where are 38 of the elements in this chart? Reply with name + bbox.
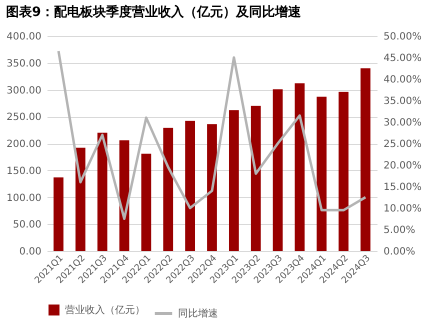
y2-tick-label: 5.00% <box>384 225 416 236</box>
y2-tick-label: 30.00% <box>384 118 422 128</box>
bar <box>163 128 174 251</box>
bar <box>294 83 305 251</box>
y-tick-label: 100.00 <box>6 192 42 204</box>
y2-tick-label: 20.00% <box>384 160 422 172</box>
bar <box>316 96 327 251</box>
y2-tick-label: 40.00% <box>384 74 422 86</box>
y2-tick-label: 45.00% <box>384 53 422 64</box>
y-tick-label: 300.00 <box>6 85 42 96</box>
line-series <box>57 50 367 220</box>
y2-tick-label: 15.00% <box>384 182 422 193</box>
bar <box>338 92 348 251</box>
y-tick-label: 400.00 <box>6 32 42 42</box>
chart-title: 图表9：配电板块季度营业收入（亿元）及同比增速 <box>6 4 302 20</box>
bar <box>272 89 283 251</box>
y-tick-label: 250.00 <box>6 112 42 124</box>
legend-label: 同比增速 <box>178 308 218 320</box>
bar <box>97 132 108 251</box>
y-tick-label: 200.00 <box>6 139 42 150</box>
bar <box>207 124 217 251</box>
y-tick-label: 350.00 <box>6 58 42 70</box>
y2-tick-label: 10.00% <box>384 204 422 214</box>
bar <box>76 148 86 251</box>
y-tick-label: 0.00 <box>19 246 42 258</box>
bar <box>360 68 370 251</box>
bar <box>228 110 239 251</box>
y2-tick-label: 25.00% <box>384 139 422 150</box>
bar <box>141 154 152 251</box>
y-tick-label: 150.00 <box>6 166 42 177</box>
bar <box>54 177 64 251</box>
y2-tick-label: 50.00% <box>384 32 422 42</box>
bar <box>250 106 261 251</box>
y-tick-label: 50.00 <box>12 220 42 231</box>
legend-label: 营业收入（亿元） <box>65 304 145 316</box>
bar <box>185 120 196 251</box>
y2-tick-label: 0.00% <box>384 246 416 258</box>
y2-tick-label: 35.00% <box>384 96 422 107</box>
